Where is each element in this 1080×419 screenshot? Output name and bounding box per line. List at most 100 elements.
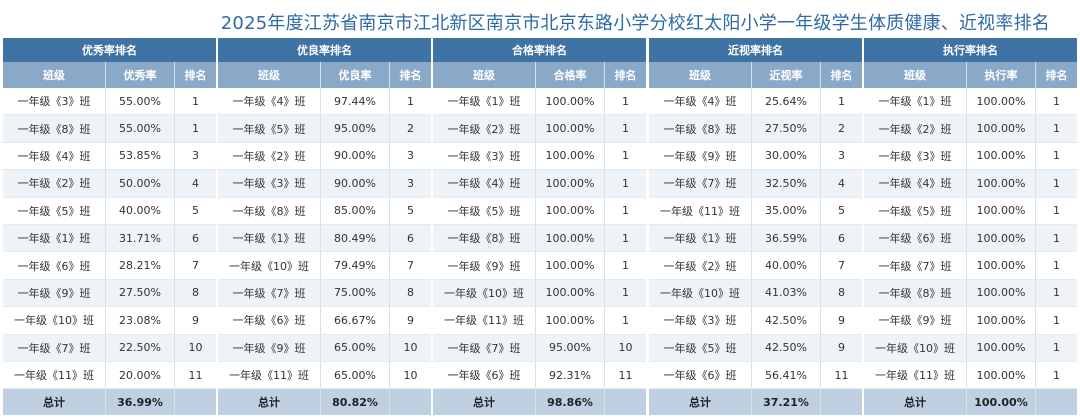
rate-cell: 100.00%	[967, 252, 1036, 279]
rank-cell: 10	[618, 341, 633, 355]
class-cell: 一年级《1》班	[864, 88, 967, 115]
total-value: 80.82%	[321, 389, 390, 416]
rate-cell: 27.50%	[106, 279, 175, 307]
column-header-rate: 优良率	[321, 62, 390, 88]
rate-cell: 42.50%	[752, 334, 821, 361]
rate-cell: 100.00%	[967, 361, 1036, 389]
rank-cell: 1	[1053, 122, 1060, 136]
table-row: 一年级《3》班 55.00% 1	[3, 88, 216, 116]
rank-cell: 1	[1053, 259, 1060, 273]
table-row: 一年级《1》班 100.00% 1	[433, 88, 646, 116]
column-header-row: 班级 近视率 排名	[649, 62, 862, 88]
table-row: 一年级《8》班 100.00% 1	[864, 279, 1077, 308]
class-cell: 一年级《11》班	[218, 361, 321, 389]
table-row: 一年级《4》班 100.00% 1	[864, 170, 1077, 198]
page-title: 2025年度江苏省南京市江北新区南京市北京东路小学分校红太阳小学一年级学生体质健…	[220, 13, 1050, 34]
rate-cell: 100.00%	[536, 252, 605, 279]
total-value: 98.86%	[536, 389, 605, 416]
table-body: 一年级《4》班 25.64% 1 一年级《8》班 27.50% 2 一年级《9》班 30.00…	[649, 88, 862, 390]
class-cell: 一年级《10》班	[864, 334, 967, 361]
table-row: 一年级《3》班 100.00% 1	[864, 142, 1077, 171]
rate-cell: 100.00%	[967, 142, 1036, 170]
table-row: 一年级《1》班 36.59% 6	[649, 224, 862, 253]
total-rank-empty	[605, 389, 646, 415]
class-cell: 一年级《9》班	[433, 252, 536, 279]
rate-cell: 40.00%	[106, 197, 175, 224]
rank-cell: 3	[407, 176, 414, 190]
rank-cell: 10	[188, 341, 203, 355]
table-body: 一年级《4》班 97.44% 1 一年级《5》班 95.00% 2 一年级《2》班 90.00…	[218, 88, 431, 390]
rank-cell: 8	[192, 286, 199, 300]
column-header-rank: 排名	[1045, 69, 1068, 82]
total-label: 总计	[864, 389, 967, 416]
class-cell: 一年级《2》班	[649, 252, 752, 279]
rate-cell: 53.85%	[106, 142, 175, 170]
rank-cell: 1	[1053, 149, 1060, 163]
rate-cell: 80.49%	[321, 224, 390, 252]
rank-cell: 1	[622, 149, 629, 163]
table-row: 一年级《11》班 35.00% 5	[649, 197, 862, 225]
rate-cell: 100.00%	[536, 142, 605, 170]
class-cell: 一年级《4》班	[864, 170, 967, 197]
ranking-panel-5: 执行率排名 班级 执行率 排名 一年级《1》班 100.00% 1 一年级《2》班 10…	[864, 38, 1077, 416]
rank-cell: 2	[838, 122, 845, 136]
rate-cell: 42.50%	[752, 307, 821, 334]
class-cell: 一年级《11》班	[649, 197, 752, 224]
table-row: 一年级《4》班 100.00% 1	[433, 170, 646, 198]
class-cell: 一年级《2》班	[3, 170, 106, 197]
table-row: 一年级《1》班 31.71% 6	[3, 224, 216, 253]
column-header-rate: 执行率	[967, 62, 1036, 88]
rank-cell: 4	[838, 176, 845, 190]
class-cell: 一年级《4》班	[649, 88, 752, 115]
rank-cell: 8	[407, 286, 414, 300]
class-cell: 一年级《9》班	[864, 307, 967, 334]
rate-cell: 66.67%	[321, 307, 390, 334]
class-cell: 一年级《3》班	[864, 142, 967, 170]
table-row: 一年级《6》班 92.31% 11	[433, 361, 646, 390]
class-cell: 一年级《8》班	[649, 115, 752, 142]
table-row: 一年级《3》班 42.50% 9	[649, 307, 862, 335]
column-header-rate: 合格率	[536, 62, 605, 88]
rank-cell: 1	[1053, 231, 1060, 245]
rank-cell: 5	[407, 204, 414, 218]
total-row: 总计 80.82%	[218, 389, 431, 416]
class-cell: 一年级《5》班	[649, 334, 752, 361]
rate-cell: 56.41%	[752, 361, 821, 389]
rank-cell: 3	[838, 149, 845, 163]
table-row: 一年级《2》班 90.00% 3	[218, 142, 431, 171]
table-row: 一年级《10》班 100.00% 1	[864, 334, 1077, 362]
column-header-class: 班级	[433, 62, 536, 88]
class-cell: 一年级《2》班	[218, 142, 321, 170]
class-cell: 一年级《10》班	[433, 279, 536, 307]
column-header-rank: 排名	[184, 69, 207, 82]
class-cell: 一年级《6》班	[433, 361, 536, 389]
rate-cell: 22.50%	[106, 334, 175, 361]
table-row: 一年级《9》班 100.00% 1	[864, 307, 1077, 335]
rate-cell: 36.59%	[752, 224, 821, 252]
rate-cell: 100.00%	[536, 224, 605, 252]
total-value: 37.21%	[752, 389, 821, 416]
table-row: 一年级《10》班 79.49% 7	[218, 252, 431, 280]
table-row: 一年级《7》班 100.00% 1	[864, 252, 1077, 280]
table-row: 一年级《4》班 97.44% 1	[218, 88, 431, 116]
rate-cell: 65.00%	[321, 361, 390, 389]
rate-cell: 55.00%	[106, 115, 175, 142]
rate-cell: 100.00%	[536, 197, 605, 224]
class-cell: 一年级《1》班	[218, 224, 321, 252]
class-cell: 一年级《1》班	[433, 88, 536, 115]
class-cell: 一年级《3》班	[649, 307, 752, 334]
table-row: 一年级《7》班 75.00% 8	[218, 279, 431, 308]
table-row: 一年级《7》班 32.50% 4	[649, 170, 862, 198]
table-row: 一年级《11》班 65.00% 10	[218, 361, 431, 390]
class-cell: 一年级《2》班	[864, 115, 967, 142]
rate-cell: 79.49%	[321, 252, 390, 279]
table-row: 一年级《8》班 27.50% 2	[649, 115, 862, 143]
rank-cell: 1	[1053, 94, 1060, 108]
class-cell: 一年级《5》班	[218, 115, 321, 142]
table-row: 一年级《2》班 50.00% 4	[3, 170, 216, 198]
rank-cell: 1	[622, 176, 629, 190]
table-row: 一年级《2》班 100.00% 1	[433, 115, 646, 143]
rate-cell: 25.64%	[752, 88, 821, 115]
panel-header: 优秀率排名	[3, 38, 216, 62]
column-header-class: 班级	[218, 62, 321, 88]
